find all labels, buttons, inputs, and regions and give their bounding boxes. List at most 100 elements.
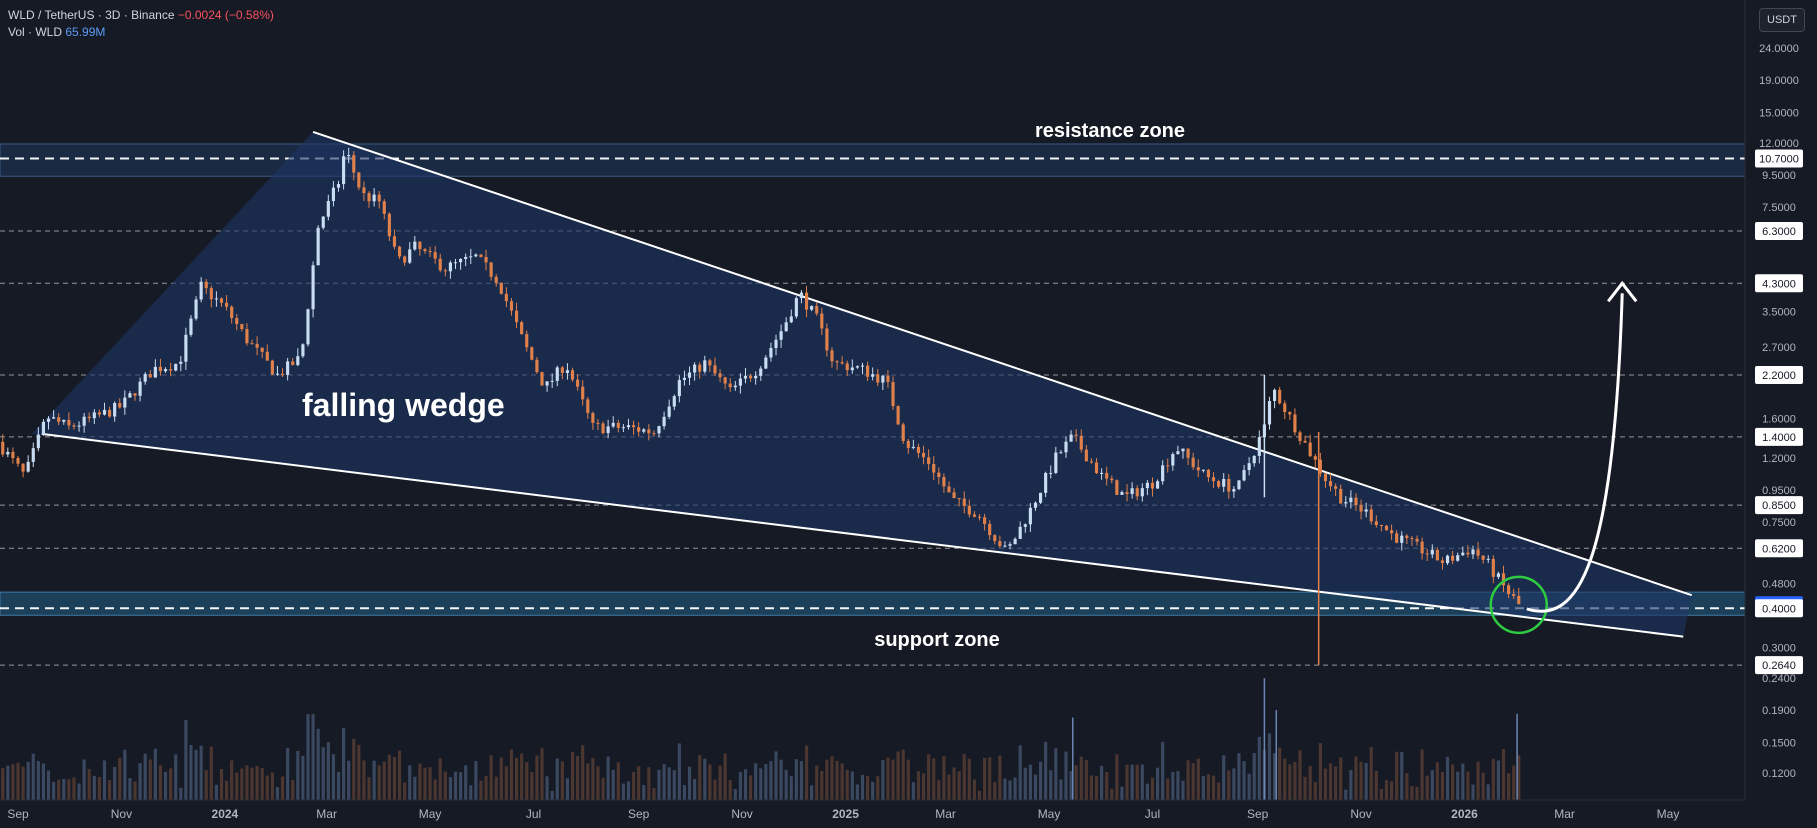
resistance-zone-label: resistance zone (1035, 120, 1185, 142)
time-axis[interactable]: Sep Nov 2024 Mar May Jul Sep Nov 2025 Mar May Jul Se… (0, 799, 1745, 821)
price-tick-label: 7.5000 (1762, 202, 1796, 214)
candle-body (214, 298, 218, 300)
volume-bar (1486, 784, 1490, 800)
volume-bar (1410, 786, 1414, 800)
volume-bar (1257, 736, 1261, 800)
volume-bar (1069, 771, 1073, 800)
volume-bar (1044, 741, 1048, 800)
volume-bar (301, 755, 305, 800)
volume-bar (128, 778, 132, 800)
candle-body (413, 241, 417, 250)
candle-body (1349, 497, 1353, 503)
volume-label[interactable]: Vol · WLD (8, 25, 63, 39)
volume-bar (469, 785, 473, 800)
volume-layer (1, 678, 1521, 800)
volume-bar (97, 777, 101, 800)
candle-body (102, 409, 107, 415)
volume-bar (1390, 781, 1394, 800)
candle-body (667, 406, 671, 417)
candle-body (738, 378, 742, 386)
volume-bar (1181, 780, 1185, 800)
level-badge (1755, 365, 1803, 384)
time-tick-label: 2024 (212, 807, 239, 821)
candle-body (621, 427, 625, 429)
volume-bar (1323, 768, 1328, 800)
candle-body (784, 322, 788, 332)
candle-body (779, 331, 783, 340)
candle-body (1044, 472, 1048, 493)
volume-bar (296, 750, 300, 800)
volume-bar (514, 757, 519, 800)
volume-bar (952, 767, 956, 800)
volume-bar (1267, 733, 1272, 800)
candle-body (560, 367, 564, 373)
time-tick-label: Mar (935, 807, 956, 821)
volume-bar (850, 771, 854, 800)
volume-bar (1054, 748, 1058, 800)
candle-body (1161, 465, 1165, 482)
price-axis[interactable]: 24.0000 19.0000 15.0000 12.0000 9.5000 7.5000… (1744, 0, 1803, 800)
volume-bar (586, 763, 590, 800)
volume-bar (41, 763, 46, 800)
candle-body (1445, 555, 1450, 564)
volume-bar (1339, 757, 1343, 800)
candle-body (1100, 472, 1104, 474)
volume-bar (443, 771, 447, 800)
volume-bar (331, 754, 335, 800)
candle-body (352, 155, 356, 173)
volume-bar (962, 754, 966, 800)
volume-bar (937, 780, 941, 800)
volume-bar (265, 775, 269, 800)
volume-bar (286, 748, 290, 800)
candle-body (52, 417, 56, 419)
candle-body (860, 365, 865, 367)
candle-body (581, 386, 585, 400)
candle-body (611, 422, 615, 427)
candle-body (1008, 544, 1012, 546)
level-label: 6.3000 (1762, 226, 1796, 238)
candle-body (606, 426, 610, 434)
volume-bar (107, 780, 112, 800)
volume-bar (1166, 778, 1170, 800)
volume-bar (357, 744, 361, 800)
volume-bar (535, 755, 539, 800)
volume-bar (988, 757, 992, 800)
candle-body (769, 347, 773, 358)
candle-body (682, 377, 687, 381)
volume-bar (219, 769, 224, 800)
volume-bar (347, 760, 351, 800)
candle-body (672, 396, 676, 407)
currency-badge[interactable]: USDT (1759, 8, 1805, 32)
volume-bar (672, 770, 676, 800)
price-tick-label: 0.9500 (1762, 485, 1796, 497)
candle-body (850, 367, 854, 371)
volume-bar (1308, 766, 1312, 800)
candle-body (733, 385, 737, 388)
volume-bar (118, 757, 122, 800)
candle-body (1466, 552, 1470, 555)
volume-bar (525, 762, 529, 800)
wedge-lower-trendline[interactable] (41, 432, 1684, 638)
candle-body (1191, 457, 1195, 468)
volume-bar (652, 787, 656, 800)
volume-bar (728, 780, 732, 800)
candle-body (1507, 585, 1511, 595)
candle-body (1222, 478, 1226, 487)
wedge-upper-trendline[interactable] (312, 130, 1693, 597)
candle-body (1278, 389, 1282, 404)
candle-body (1196, 467, 1200, 471)
price-tick-label: 24.0000 (1759, 43, 1799, 55)
price-tick-label: 1.6000 (1762, 414, 1796, 426)
volume-bar (382, 761, 386, 800)
volume-bar (489, 755, 493, 800)
volume-bar (123, 749, 127, 800)
candle-body (1018, 526, 1022, 539)
symbol-title[interactable]: WLD / TetherUS · 3D · Binance (8, 8, 175, 22)
candle-body (835, 361, 839, 363)
price-tick-label: 0.1900 (1762, 705, 1796, 717)
volume-bar (840, 763, 844, 800)
candle-body (713, 365, 717, 374)
volume-bar (1435, 762, 1439, 800)
volume-bar (311, 713, 315, 800)
